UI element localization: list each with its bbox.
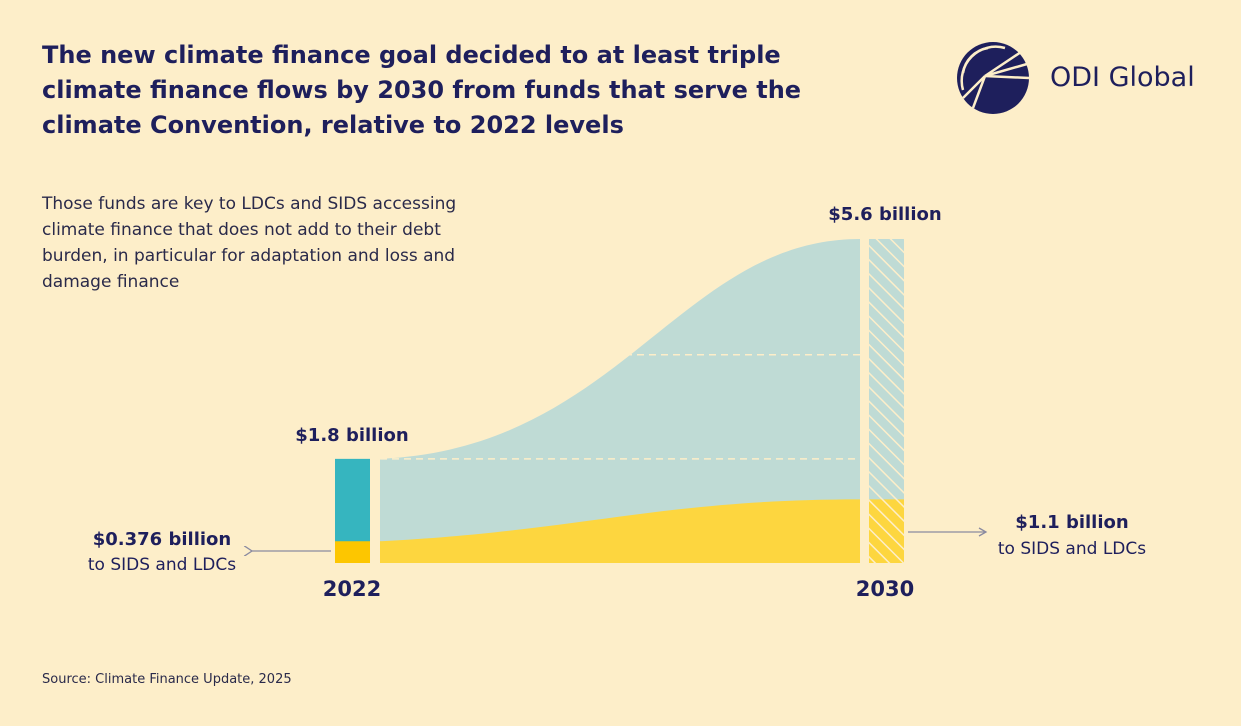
x-tick-label: 2030 <box>856 577 914 601</box>
flow-sids <box>380 499 860 563</box>
value-label: $5.6 billion <box>828 204 941 225</box>
x-tick-label: 2022 <box>323 577 381 601</box>
value-label: $1.8 billion <box>295 425 408 446</box>
hatch <box>869 239 904 563</box>
value-label: $1.1 billion <box>1015 512 1128 533</box>
series-label: to SIDS and LDCs <box>998 539 1146 559</box>
chart-title: The new climate finance goal decided to … <box>42 41 802 139</box>
subtitle: Those funds are key to LDCs and SIDS acc… <box>42 194 457 292</box>
bar-sids <box>335 541 370 563</box>
flow-total <box>380 239 860 563</box>
logo <box>957 42 1030 114</box>
arrow-head <box>978 527 988 537</box>
source: Source: Climate Finance Update, 2025 <box>42 672 292 687</box>
value-label: $0.376 billion <box>93 529 231 550</box>
brand: ODI Global <box>1050 62 1195 93</box>
series-label: to SIDS and LDCs <box>88 555 236 575</box>
